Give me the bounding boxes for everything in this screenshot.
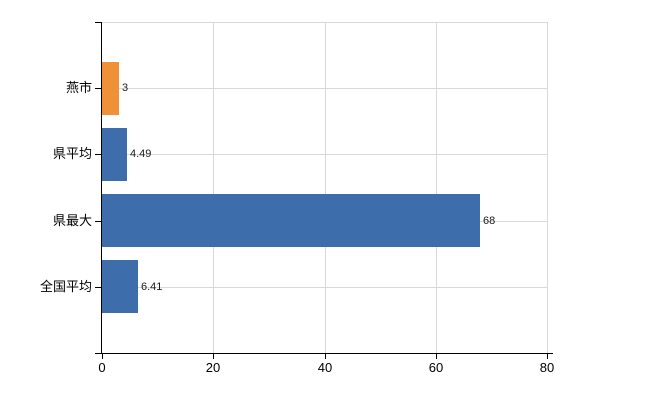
x-axis-tick bbox=[547, 354, 548, 359]
x-tick-label: 60 bbox=[428, 360, 444, 375]
y-axis-line bbox=[101, 22, 102, 354]
bar-value-label: 4.49 bbox=[130, 148, 152, 160]
x-axis-tick bbox=[102, 354, 103, 359]
bar-県平均 bbox=[102, 128, 127, 181]
x-gridline bbox=[213, 22, 215, 353]
y-axis-tick bbox=[95, 22, 101, 23]
bar-燕市 bbox=[102, 62, 119, 115]
y-axis-tick bbox=[95, 154, 101, 155]
x-tick-label: 80 bbox=[539, 360, 555, 375]
bar-value-label: 3 bbox=[122, 82, 129, 94]
category-label: 燕市 bbox=[65, 80, 92, 95]
y-axis-tick bbox=[95, 221, 101, 222]
x-gridline bbox=[547, 22, 548, 353]
x-tick-label: 20 bbox=[205, 360, 221, 375]
category-label: 県平均 bbox=[52, 146, 92, 161]
y-gridline bbox=[102, 287, 547, 288]
y-axis-tick bbox=[95, 88, 101, 89]
bar-全国平均 bbox=[102, 260, 138, 313]
category-label: 全国平均 bbox=[39, 279, 92, 294]
x-axis-tick bbox=[325, 354, 326, 359]
y-gridline bbox=[102, 154, 547, 155]
x-tick-label: 40 bbox=[317, 360, 333, 375]
x-axis-tick bbox=[436, 354, 437, 359]
x-axis-line bbox=[95, 353, 553, 354]
bar-県最大 bbox=[102, 194, 480, 247]
category-label: 県最大 bbox=[52, 213, 92, 228]
bar-value-label: 6.41 bbox=[141, 281, 163, 293]
y-axis-tick bbox=[95, 287, 101, 288]
bar-value-label: 68 bbox=[483, 215, 496, 227]
x-axis-tick bbox=[213, 354, 214, 359]
x-gridline bbox=[435, 22, 437, 353]
x-gridline bbox=[324, 22, 326, 353]
y-gridline bbox=[102, 88, 547, 89]
x-tick-label: 0 bbox=[98, 360, 106, 375]
